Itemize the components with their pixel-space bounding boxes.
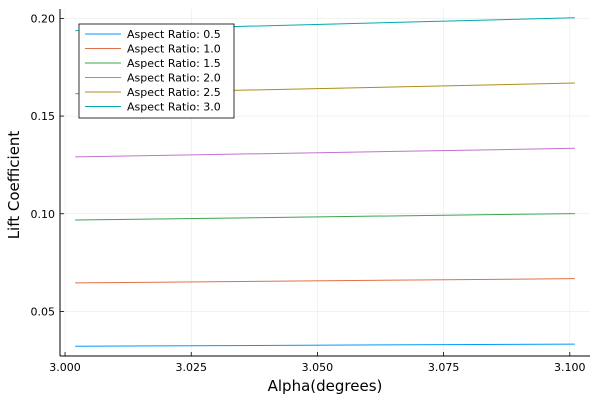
x-tick-label: 3.100 — [554, 361, 586, 374]
legend-label: Aspect Ratio: 0.5 — [127, 28, 221, 41]
y-axis-title: Lift Coefficient — [5, 131, 23, 240]
legend-label: Aspect Ratio: 3.0 — [127, 101, 221, 114]
legend-label: Aspect Ratio: 2.0 — [127, 72, 221, 85]
series-line-1 — [75, 343, 575, 347]
y-tick-label: 0.20 — [31, 12, 56, 25]
tick-layer: 3.000 3.025 3.050 3.075 3.100 0.05 0.10 0.15 0.2… — [31, 12, 586, 374]
y-tick-label: 0.10 — [31, 208, 56, 221]
x-tick-label: 3.075 — [428, 361, 460, 374]
x-tick-label: 3.025 — [175, 361, 207, 374]
x-tick-label: 3.050 — [302, 361, 334, 374]
legend-label: Aspect Ratio: 1.5 — [127, 57, 221, 70]
legend-box — [78, 23, 235, 119]
series-line-4 — [75, 147, 575, 158]
series-line-3 — [75, 213, 575, 221]
y-tick-label: 0.15 — [31, 110, 56, 123]
x-tick-label: 3.000 — [49, 361, 81, 374]
axis-layer — [59, 9, 590, 357]
y-tick-label: 0.05 — [31, 305, 56, 318]
legend-label: Aspect Ratio: 1.0 — [127, 43, 221, 56]
series-line-2 — [75, 278, 575, 284]
x-axis-title: Alpha(degrees) — [268, 377, 383, 395]
legend-label: Aspect Ratio: 2.5 — [127, 86, 221, 99]
